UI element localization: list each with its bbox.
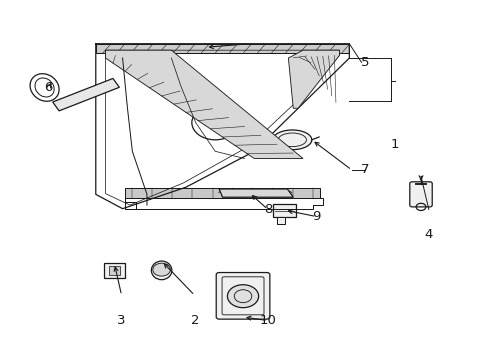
Ellipse shape: [151, 261, 171, 280]
FancyBboxPatch shape: [104, 263, 124, 278]
Text: 1: 1: [389, 138, 398, 151]
Polygon shape: [105, 50, 303, 158]
Text: 2: 2: [190, 314, 199, 327]
Polygon shape: [219, 189, 293, 197]
Ellipse shape: [272, 130, 311, 150]
Text: 3: 3: [117, 314, 125, 327]
Text: 10: 10: [259, 314, 276, 327]
Text: 9: 9: [312, 210, 320, 223]
FancyBboxPatch shape: [109, 266, 120, 275]
Polygon shape: [288, 50, 339, 108]
FancyBboxPatch shape: [276, 217, 285, 224]
Polygon shape: [125, 188, 320, 198]
FancyBboxPatch shape: [272, 204, 296, 217]
Text: 8: 8: [263, 203, 271, 216]
Polygon shape: [53, 78, 119, 111]
Polygon shape: [96, 44, 348, 53]
Text: 4: 4: [424, 228, 432, 241]
Circle shape: [153, 263, 170, 276]
FancyBboxPatch shape: [409, 182, 431, 207]
Text: 6: 6: [44, 81, 53, 94]
FancyBboxPatch shape: [216, 273, 269, 319]
Text: 7: 7: [361, 163, 369, 176]
Text: 5: 5: [361, 56, 369, 69]
Circle shape: [227, 285, 258, 308]
